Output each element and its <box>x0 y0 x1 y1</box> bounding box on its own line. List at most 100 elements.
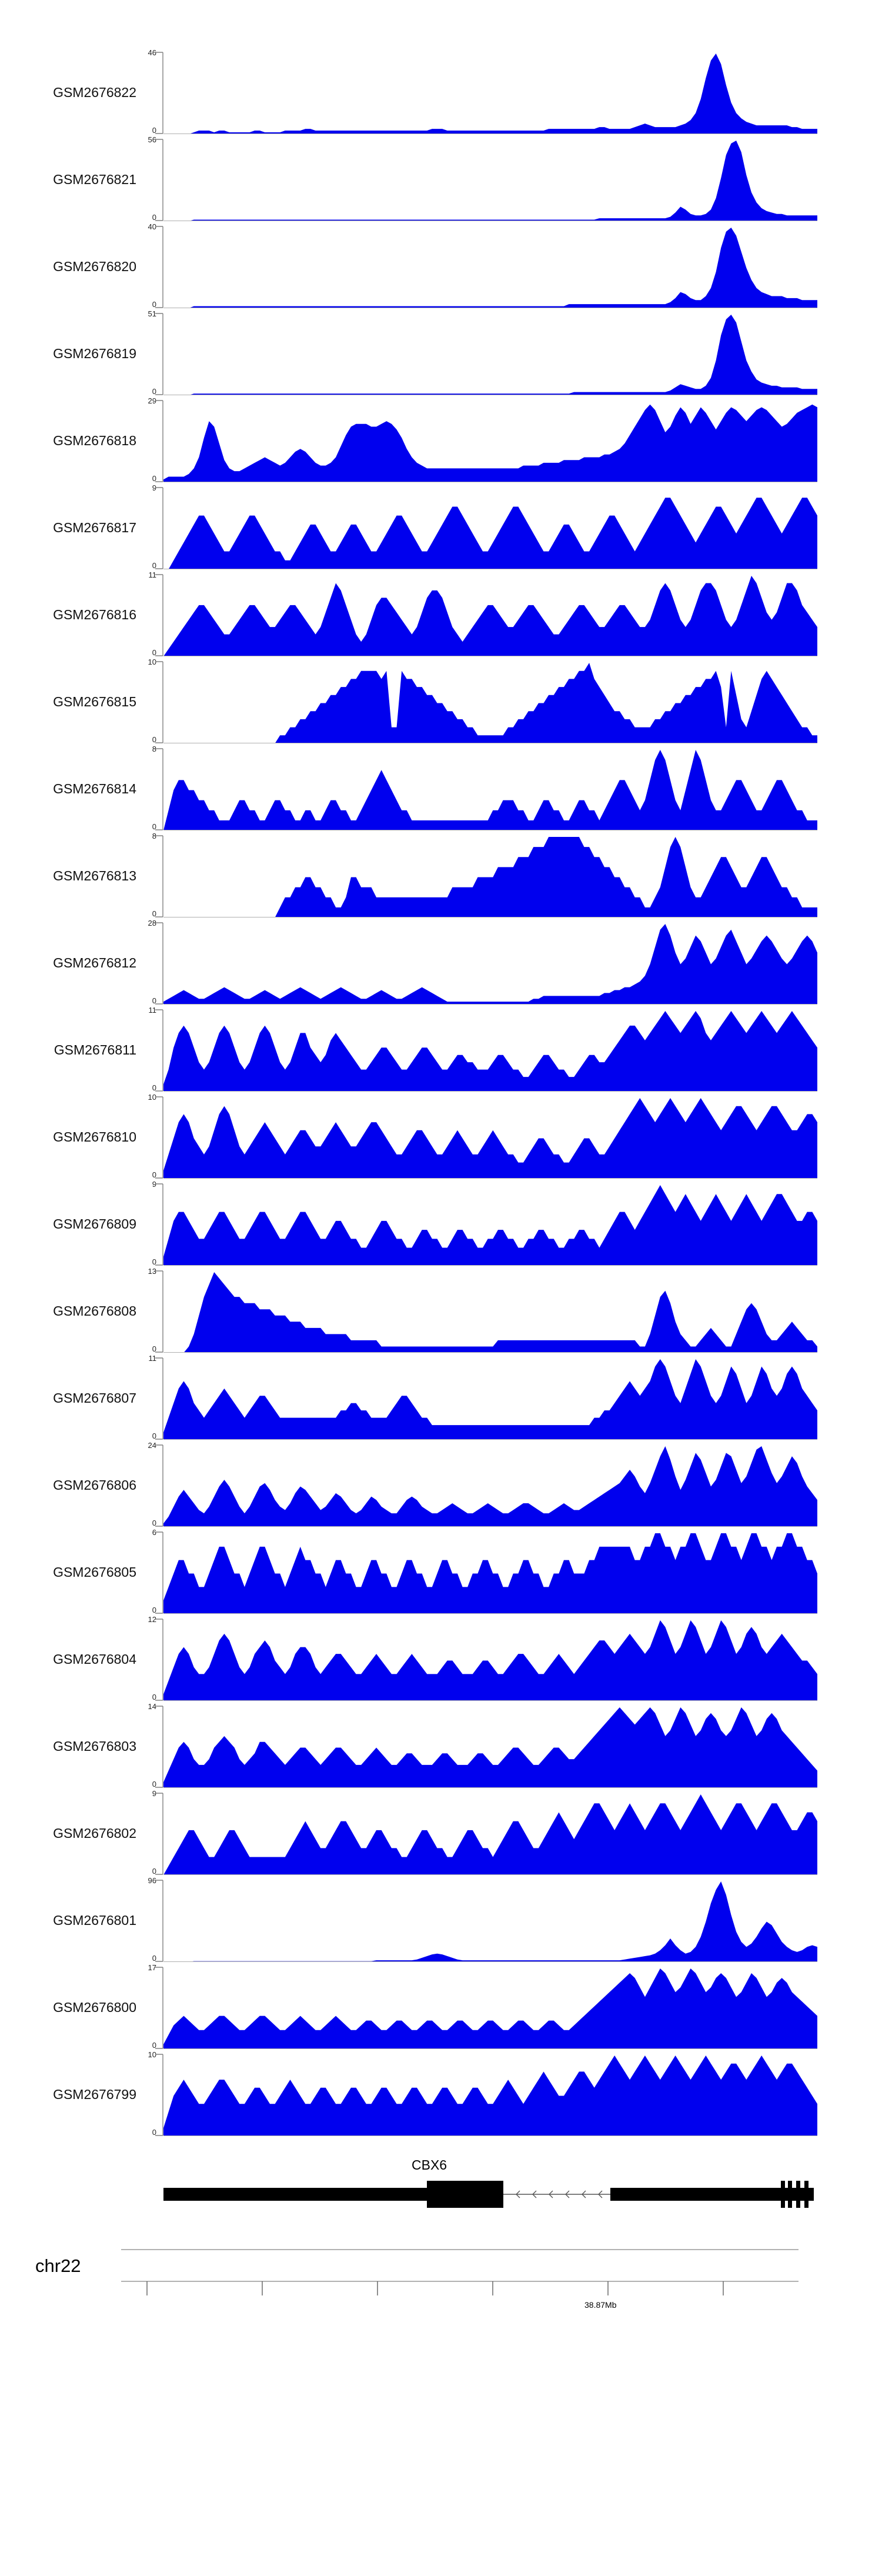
coverage-plot[interactable] <box>163 1880 817 1962</box>
track-row[interactable]: GSM2676805 6 0 <box>0 1528 882 1619</box>
ruler-tick-label: 38.87Mb <box>584 2300 617 2310</box>
track-row[interactable]: GSM2676816 11 0 <box>0 570 882 661</box>
track-axis-bracket <box>155 1967 163 2049</box>
track-axis-bracket <box>155 139 163 221</box>
track-row[interactable]: GSM2676803 14 0 <box>0 1702 882 1793</box>
coverage-plot[interactable] <box>163 835 817 917</box>
track-axis-bracket <box>155 1880 163 1962</box>
track-axis-max: 51 <box>148 309 156 318</box>
track-row[interactable]: GSM2676804 12 0 <box>0 1615 882 1706</box>
track-axis-max: 11 <box>148 570 157 579</box>
track-row[interactable]: GSM2676809 9 0 <box>0 1180 882 1270</box>
coverage-plot[interactable] <box>163 1357 817 1440</box>
coverage-plot[interactable] <box>163 1096 817 1179</box>
track-row[interactable]: GSM2676818 29 0 <box>0 396 882 487</box>
coverage-plot[interactable] <box>163 574 817 656</box>
track-row[interactable]: GSM2676819 51 0 <box>0 309 882 400</box>
track-axis-max: 10 <box>148 1093 156 1102</box>
coverage-plot[interactable] <box>163 1967 817 2049</box>
track-axis-min: 0 <box>152 126 156 135</box>
coverage-plot[interactable] <box>163 52 817 134</box>
track-row[interactable]: GSM2676815 10 0 <box>0 658 882 748</box>
track-label: GSM2676813 <box>53 868 136 883</box>
coverage-plot[interactable] <box>163 922 817 1005</box>
track-row[interactable]: GSM2676810 10 0 <box>0 1093 882 1183</box>
track-axis-min: 0 <box>152 1432 156 1440</box>
coverage-plot[interactable] <box>163 1531 817 1614</box>
track-row[interactable]: GSM2676817 9 0 <box>0 483 882 574</box>
track-axis-bracket <box>155 922 163 1005</box>
coverage-plot[interactable] <box>163 1009 817 1092</box>
track-axis-min: 0 <box>152 1257 156 1266</box>
coverage-plot[interactable] <box>163 1270 817 1353</box>
track-row[interactable]: GSM2676802 9 0 <box>0 1789 882 1880</box>
track-axis-bracket <box>155 487 163 569</box>
track-row[interactable]: GSM2676800 17 0 <box>0 1963 882 2054</box>
coverage-plot[interactable] <box>163 487 817 569</box>
coverage-plot[interactable] <box>163 748 817 830</box>
track-axis-min: 0 <box>152 300 156 309</box>
track-label: GSM2676806 <box>53 1477 136 1493</box>
track-axis-max: 13 <box>148 1267 156 1276</box>
coverage-plot[interactable] <box>163 1183 817 1266</box>
coverage-area <box>163 404 817 482</box>
track-axis-bracket <box>155 1096 163 1179</box>
track-axis-bracket <box>155 1706 163 1788</box>
track-axis-bracket <box>155 226 163 308</box>
coverage-plot[interactable] <box>163 313 817 395</box>
track-axis-min: 0 <box>152 1867 156 1876</box>
coverage-area <box>163 141 817 221</box>
coverage-area <box>163 576 817 656</box>
track-axis-bracket <box>155 400 163 482</box>
track-row[interactable]: GSM2676814 8 0 <box>0 745 882 835</box>
track-axis-max: 9 <box>152 1180 156 1189</box>
chromosome-label: chr22 <box>35 2255 81 2276</box>
coverage-plot[interactable] <box>163 226 817 308</box>
coverage-plot[interactable] <box>163 400 817 482</box>
track-axis-bracket <box>155 2054 163 2136</box>
track-row[interactable]: GSM2676820 40 0 <box>0 222 882 313</box>
coverage-plot[interactable] <box>163 1444 817 1527</box>
coverage-area <box>163 1968 817 2049</box>
track-axis-bracket <box>155 835 163 917</box>
track-axis-bracket <box>155 1619 163 1701</box>
track-row[interactable]: GSM2676807 11 0 <box>0 1354 882 1444</box>
coverage-plot[interactable] <box>163 139 817 221</box>
track-axis-max: 17 <box>148 1963 156 1972</box>
track-label: GSM2676807 <box>53 1390 136 1406</box>
coverage-plot[interactable] <box>163 661 817 743</box>
track-axis-max: 10 <box>148 658 156 666</box>
track-label: GSM2676816 <box>53 607 136 622</box>
coverage-area <box>163 1185 817 1266</box>
coverage-area <box>163 2056 817 2136</box>
track-row[interactable]: GSM2676812 28 0 <box>0 919 882 1009</box>
coverage-area <box>163 228 817 308</box>
coverage-plot[interactable] <box>163 1619 817 1701</box>
track-axis-min: 0 <box>152 474 156 483</box>
track-row[interactable]: GSM2676822 46 0 <box>0 48 882 139</box>
track-label: GSM2676821 <box>53 172 136 187</box>
track-axis-max: 10 <box>148 2050 156 2059</box>
track-row[interactable]: GSM2676821 56 0 <box>0 135 882 226</box>
track-row[interactable]: GSM2676813 8 0 <box>0 832 882 922</box>
track-row[interactable]: GSM2676806 24 0 <box>0 1441 882 1531</box>
track-axis-min: 0 <box>152 996 156 1005</box>
track-label: GSM2676817 <box>53 520 136 535</box>
coverage-area <box>163 663 817 743</box>
coverage-plot[interactable] <box>163 1706 817 1788</box>
track-row[interactable]: GSM2676799 10 0 <box>0 2050 882 2141</box>
coverage-plot[interactable] <box>163 2054 817 2136</box>
coverage-plot[interactable] <box>163 1793 817 1875</box>
track-row[interactable]: GSM2676808 13 0 <box>0 1267 882 1357</box>
track-row[interactable]: GSM2676801 96 0 <box>0 1876 882 1967</box>
gene-name-label: CBX6 <box>412 2157 447 2173</box>
track-axis-min: 0 <box>152 561 156 570</box>
track-axis-min: 0 <box>152 387 156 396</box>
track-axis-min: 0 <box>152 2041 156 2050</box>
track-label: GSM2676819 <box>53 346 136 361</box>
gene-model[interactable] <box>163 2177 817 2218</box>
track-axis-max: 40 <box>148 222 156 231</box>
track-row[interactable]: GSM2676811 11 0 <box>0 1006 882 1096</box>
track-axis-min: 0 <box>152 735 156 744</box>
chromosome-ruler[interactable] <box>121 2248 799 2295</box>
